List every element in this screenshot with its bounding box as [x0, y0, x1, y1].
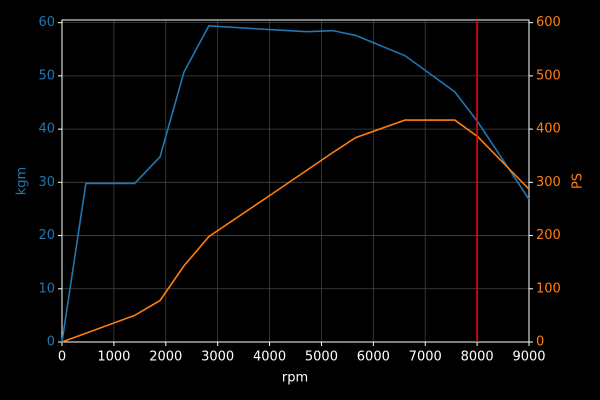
x-tick-label: 5000: [305, 350, 338, 365]
y-tick-label: 0: [47, 335, 55, 350]
x-tick-label: 3000: [201, 350, 234, 365]
x-tick-label: 2000: [149, 350, 182, 365]
y-axis-label: kgm: [15, 167, 30, 195]
y2-tick-label: 300: [536, 175, 561, 190]
y-tick-label: 40: [38, 122, 55, 137]
y2-tick-label: 400: [536, 122, 561, 137]
x-tick-label: 7000: [409, 350, 442, 365]
x-tick-label: 1000: [97, 350, 130, 365]
x-tick-label: 0: [58, 350, 66, 365]
x-tick-label: 8000: [461, 350, 494, 365]
y-tick-label: 20: [38, 228, 55, 243]
x-axis-label: rpm: [282, 371, 308, 386]
plot-frame: [61, 19, 530, 343]
y-tick-label: 10: [38, 281, 55, 296]
y2-tick-label: 500: [536, 68, 561, 83]
y2-tick-label: 600: [536, 15, 561, 30]
y-tick-label: 50: [38, 68, 55, 83]
series-line: [61, 25, 530, 343]
series-line: [61, 119, 530, 343]
y2-tick-label: 100: [536, 281, 561, 296]
y2-tick-label: 0: [536, 335, 544, 350]
y2-tick-label: 200: [536, 228, 561, 243]
x-tick-label: 6000: [357, 350, 390, 365]
y-tick-label: 30: [38, 175, 55, 190]
x-tick-label: 9000: [512, 350, 545, 365]
x-tick-label: 4000: [253, 350, 286, 365]
y2-axis-label: PS: [571, 173, 586, 189]
y-tick-label: 60: [38, 15, 55, 30]
